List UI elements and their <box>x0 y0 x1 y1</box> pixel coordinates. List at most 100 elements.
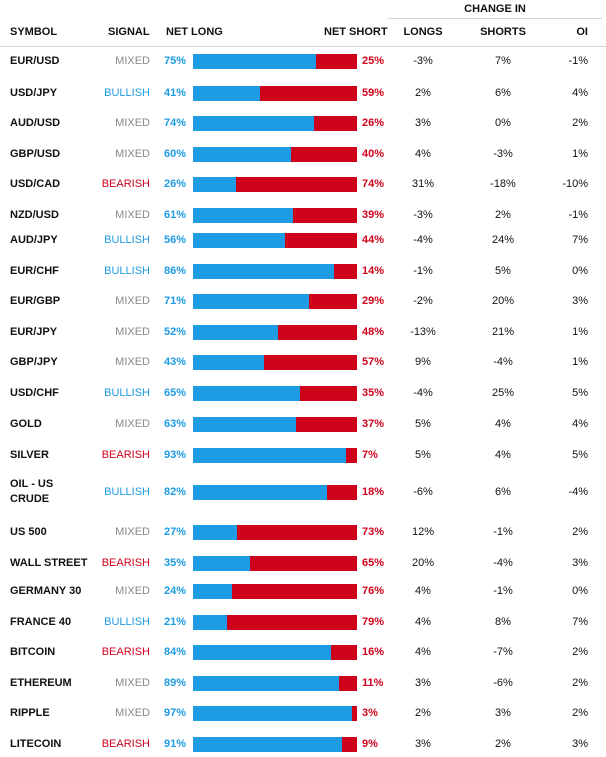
net-long-pct: 89% <box>164 677 187 689</box>
table-row[interactable]: USD/CHF BULLISH 65% 35% -4% 25% 5% <box>0 385 606 403</box>
change-longs: -4% <box>413 234 433 246</box>
table-row[interactable]: US 500 MIXED 27% 73% 12% -1% 2% <box>0 524 606 542</box>
net-short-bar <box>235 177 357 192</box>
symbol-cell[interactable]: RIPPLE <box>10 707 50 719</box>
net-short-pct: 29% <box>362 295 385 307</box>
symbol-cell[interactable]: US 500 <box>10 526 47 538</box>
symbol-cell[interactable]: GERMANY 30 <box>10 585 82 597</box>
symbol-cell[interactable]: WALL STREET <box>10 557 88 569</box>
net-short-bar <box>345 448 357 463</box>
net-long-pct: 74% <box>164 117 187 129</box>
symbol-cell[interactable]: GBP/USD <box>10 148 61 160</box>
net-long-pct: 91% <box>164 738 187 750</box>
symbol-cell[interactable]: SILVER <box>10 449 49 461</box>
table-row[interactable]: GERMANY 30 MIXED 24% 76% 4% -1% 0% <box>0 583 606 601</box>
net-long-bar <box>193 525 238 540</box>
net-long-pct: 75% <box>164 55 187 67</box>
col-net-short[interactable]: NET SHORT <box>324 26 388 38</box>
symbol-cell[interactable]: NZD/USD <box>10 209 59 221</box>
symbol-cell[interactable]: FRANCE 40 <box>10 616 72 628</box>
table-row[interactable]: USD/JPY BULLISH 41% 59% 2% 6% 4% <box>0 85 606 103</box>
net-short-bar <box>232 584 357 599</box>
table-row[interactable]: EUR/CHF BULLISH 86% 14% -1% 5% 0% <box>0 263 606 281</box>
col-longs[interactable]: LONGS <box>403 26 443 38</box>
table-row[interactable]: SILVER BEARISH 93% 7% 5% 4% 5% <box>0 447 606 465</box>
table-row[interactable]: OIL - US CRUDE BULLISH 82% 18% -6% 6% -4% <box>0 478 606 505</box>
table-row[interactable]: ETHEREUM MIXED 89% 11% 3% -6% 2% <box>0 675 606 693</box>
symbol-cell[interactable]: EUR/GBP <box>10 295 61 307</box>
change-in-header: CHANGE IN <box>388 0 602 19</box>
symbol-cell[interactable]: GOLD <box>10 418 42 430</box>
change-longs: 3% <box>415 677 431 689</box>
table-row[interactable]: AUD/USD MIXED 74% 26% 3% 0% 2% <box>0 115 606 133</box>
symbol-cell[interactable]: AUD/JPY <box>10 234 58 246</box>
symbol-cell[interactable]: ETHEREUM <box>10 677 72 689</box>
change-longs: -4% <box>413 387 433 399</box>
table-row[interactable]: GBP/JPY MIXED 43% 57% 9% -4% 1% <box>0 354 606 372</box>
col-shorts[interactable]: SHORTS <box>480 26 526 38</box>
table-row[interactable]: LITECOIN BEARISH 91% 9% 3% 2% 3% <box>0 736 606 754</box>
table-row[interactable]: NZD/USD MIXED 61% 39% -3% 2% -1% <box>0 207 606 225</box>
table-row[interactable]: EUR/USD MIXED 75% 25% -3% 7% -1% <box>0 53 606 71</box>
symbol-cell[interactable]: USD/CAD <box>10 178 61 190</box>
change-shorts: 6% <box>495 87 511 99</box>
sentiment-bar <box>193 233 357 248</box>
table-row[interactable]: RIPPLE MIXED 97% 3% 2% 3% 2% <box>0 705 606 723</box>
sentiment-bar <box>193 645 357 660</box>
net-short-bar <box>309 294 357 309</box>
signal-cell: BEARISH <box>101 449 150 461</box>
net-long-pct: 97% <box>164 707 187 719</box>
net-short-bar <box>334 264 357 279</box>
table-row[interactable]: EUR/GBP MIXED 71% 29% -2% 20% 3% <box>0 293 606 311</box>
symbol-cell[interactable]: EUR/CHF <box>10 265 59 277</box>
net-long-bar <box>193 355 264 370</box>
net-long-bar <box>193 485 328 500</box>
sentiment-bar <box>193 615 357 630</box>
table-row[interactable]: WALL STREET BEARISH 35% 65% 20% -4% 3% <box>0 555 606 573</box>
table-row[interactable]: USD/CAD BEARISH 26% 74% 31% -18% -10% <box>0 176 606 194</box>
net-long-pct: 35% <box>164 557 187 569</box>
signal-cell: BULLISH <box>104 234 150 246</box>
table-row[interactable]: FRANCE 40 BULLISH 21% 79% 4% 8% 7% <box>0 614 606 632</box>
table-row[interactable]: EUR/JPY MIXED 52% 48% -13% 21% 1% <box>0 324 606 342</box>
net-long-bar <box>193 448 346 463</box>
symbol-cell[interactable]: USD/JPY <box>10 87 58 99</box>
symbol-cell[interactable]: OIL - US CRUDE <box>10 478 54 505</box>
change-shorts: -6% <box>493 677 513 689</box>
change-oi: -1% <box>568 55 588 67</box>
col-net-long[interactable]: NET LONG <box>166 26 223 38</box>
symbol-cell[interactable]: BITCOIN <box>10 646 56 658</box>
sentiment-bar <box>193 556 357 571</box>
change-oi: 1% <box>572 326 588 338</box>
table-row[interactable]: BITCOIN BEARISH 84% 16% 4% -7% 2% <box>0 644 606 662</box>
change-oi: -4% <box>568 486 588 498</box>
symbol-cell[interactable]: GBP/JPY <box>10 356 58 368</box>
signal-cell: MIXED <box>115 117 150 129</box>
symbol-cell[interactable]: LITECOIN <box>10 738 62 750</box>
signal-cell: BULLISH <box>104 87 150 99</box>
change-oi: 1% <box>572 356 588 368</box>
change-oi: 3% <box>572 295 588 307</box>
change-oi: -10% <box>562 178 588 190</box>
symbol-cell[interactable]: AUD/USD <box>10 117 61 129</box>
net-short-pct: 65% <box>362 557 385 569</box>
col-symbol[interactable]: SYMBOL <box>10 26 58 38</box>
table-row[interactable]: GBP/USD MIXED 60% 40% 4% -3% 1% <box>0 146 606 164</box>
net-long-bar <box>193 615 228 630</box>
net-short-bar <box>293 208 357 223</box>
symbol-cell[interactable]: USD/CHF <box>10 387 59 399</box>
col-oi[interactable]: OI <box>576 26 588 38</box>
table-row[interactable]: AUD/JPY BULLISH 56% 44% -4% 24% 7% <box>0 232 606 250</box>
change-oi: 0% <box>572 265 588 277</box>
symbol-cell[interactable]: EUR/JPY <box>10 326 58 338</box>
col-signal[interactable]: SIGNAL <box>108 26 150 38</box>
symbol-cell[interactable]: EUR/USD <box>10 55 60 67</box>
signal-cell: BEARISH <box>101 646 150 658</box>
net-long-bar <box>193 208 294 223</box>
table-row[interactable]: GOLD MIXED 63% 37% 5% 4% 4% <box>0 416 606 434</box>
net-short-pct: 35% <box>362 387 385 399</box>
signal-cell: BEARISH <box>101 738 150 750</box>
net-short-pct: 9% <box>362 738 378 750</box>
change-shorts: -1% <box>493 526 513 538</box>
net-short-bar <box>263 355 357 370</box>
